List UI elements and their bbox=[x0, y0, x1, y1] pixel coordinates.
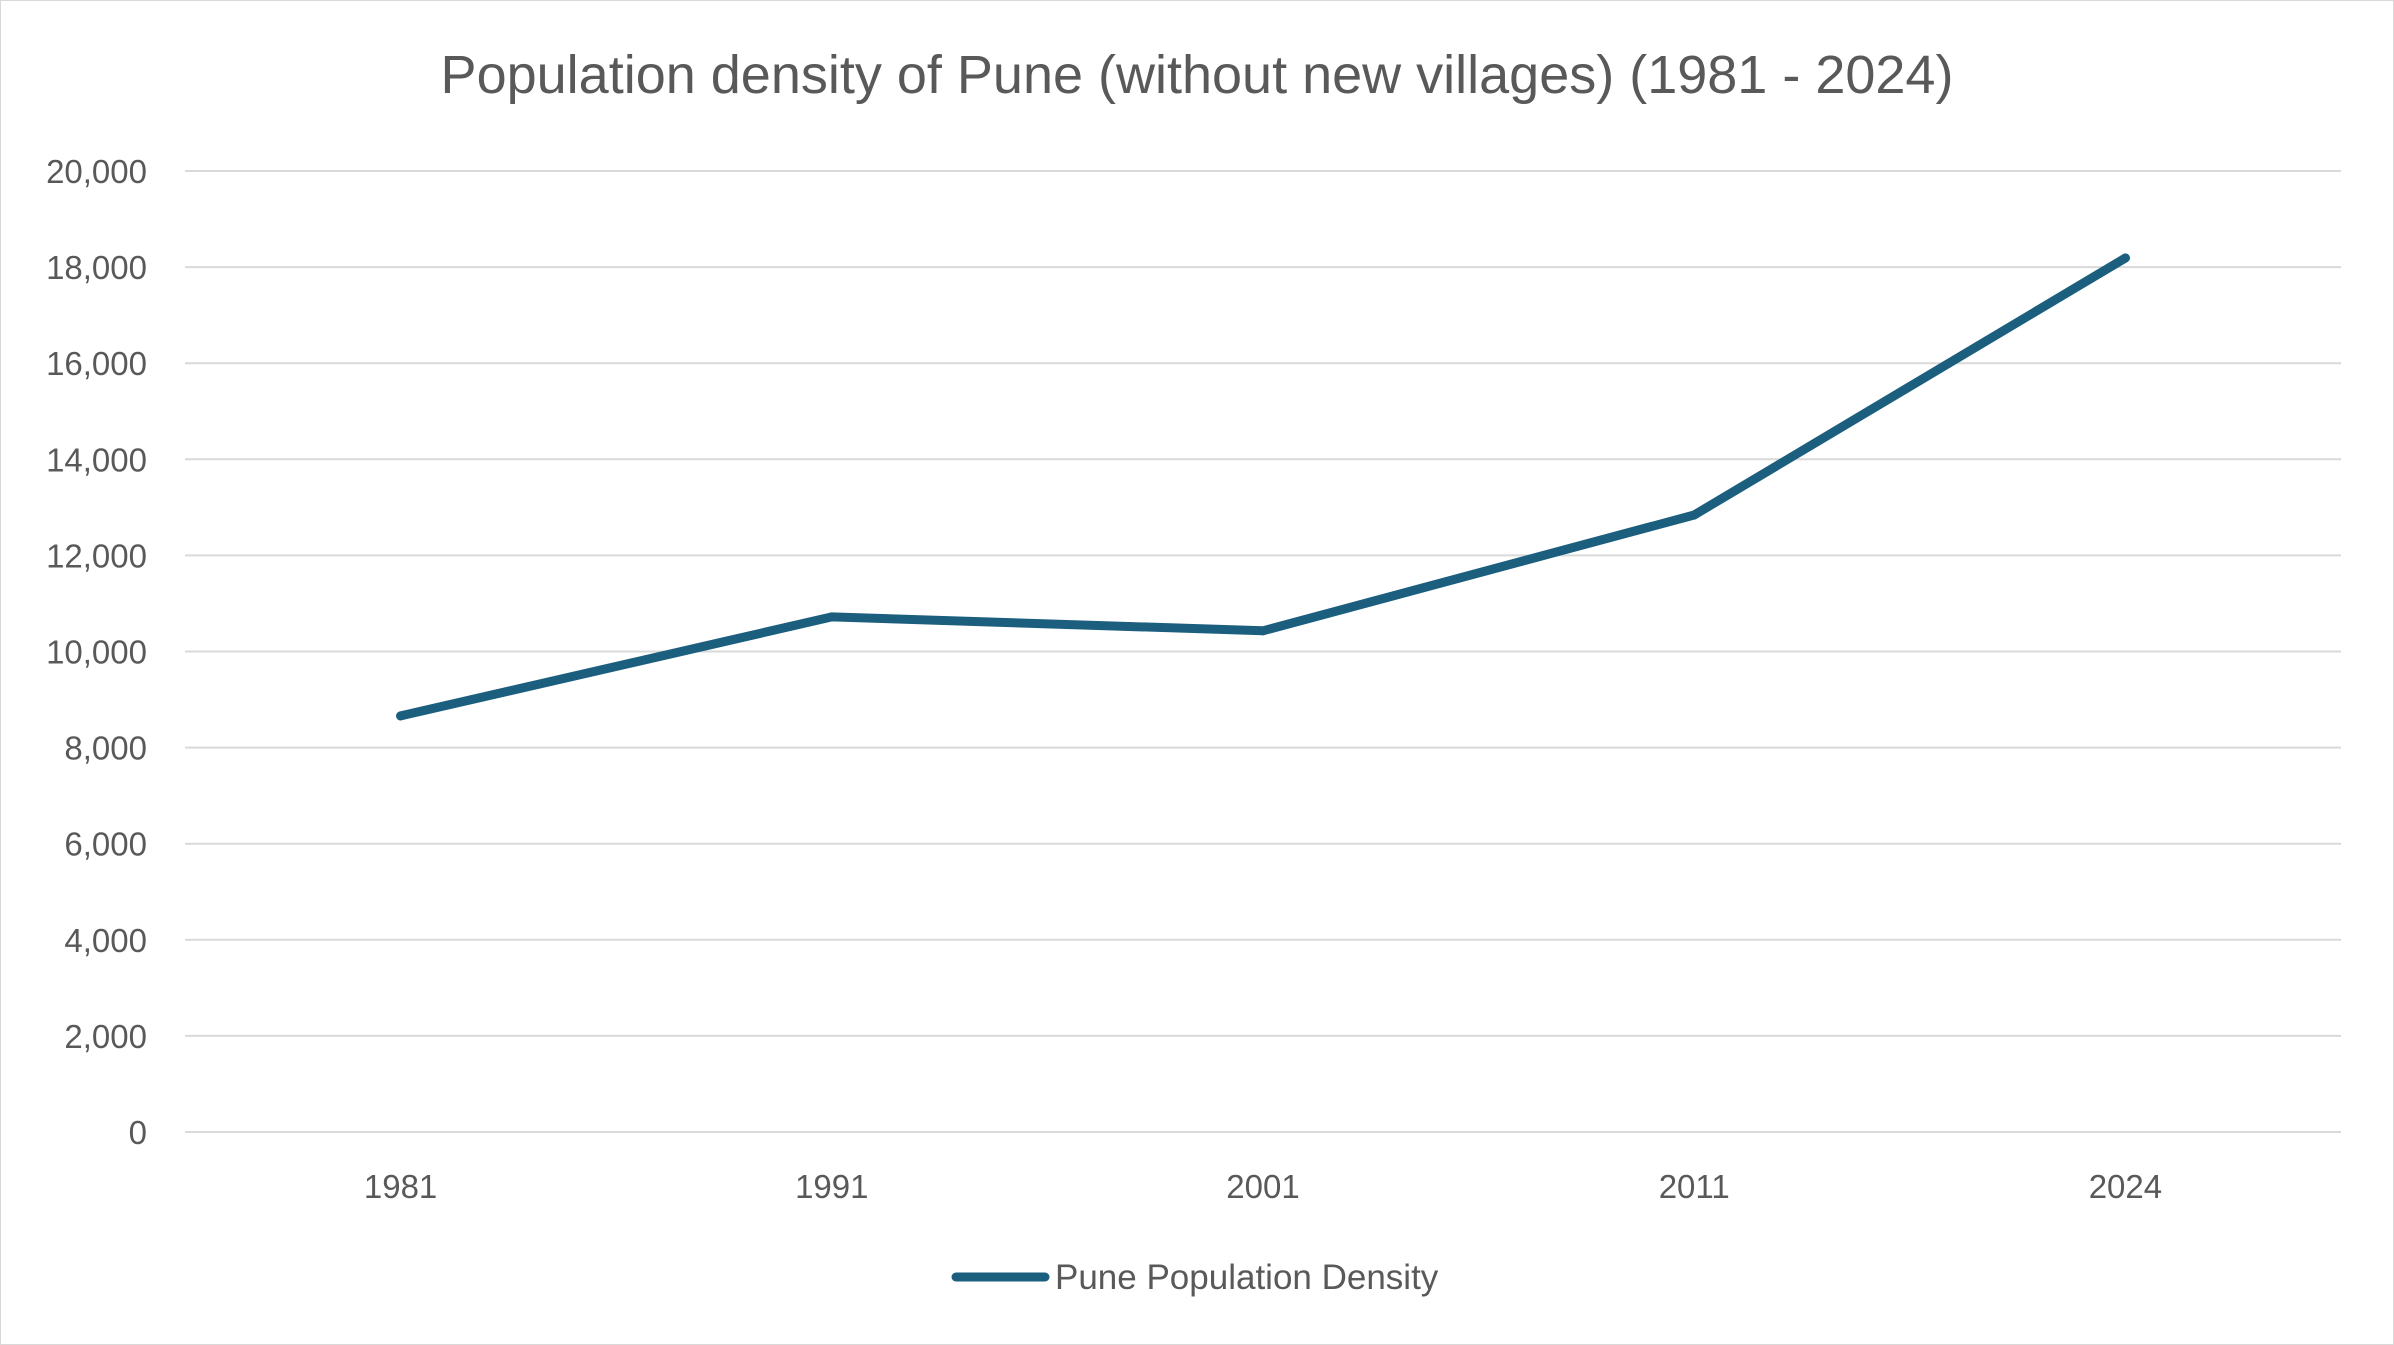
x-axis-ticks: 1981 1991 2001 2011 2024 bbox=[364, 1168, 2162, 1205]
y-axis-ticks: 0 2,000 4,000 6,000 8,000 10,000 12,000 14,000 1… bbox=[46, 153, 147, 1151]
x-tick-label: 2001 bbox=[1226, 1168, 1299, 1205]
x-tick-label: 2024 bbox=[2089, 1168, 2162, 1205]
legend: Pune Population Density bbox=[951, 1258, 1439, 1297]
data-point bbox=[1258, 626, 1268, 636]
x-tick-label: 1991 bbox=[795, 1168, 868, 1205]
y-tick-label: 18,000 bbox=[46, 249, 147, 286]
y-tick-label: 12,000 bbox=[46, 537, 147, 574]
gridlines bbox=[185, 170, 2341, 1133]
data-point bbox=[827, 612, 837, 622]
x-tick-label: 1981 bbox=[364, 1168, 437, 1205]
y-tick-label: 14,000 bbox=[46, 441, 147, 478]
data-point bbox=[396, 711, 406, 721]
y-tick-label: 16,000 bbox=[46, 345, 147, 382]
y-tick-label: 2,000 bbox=[64, 1018, 147, 1055]
chart-title: Population density of Pune (without new … bbox=[441, 45, 1954, 105]
y-tick-label: 8,000 bbox=[64, 730, 147, 767]
y-tick-label: 20,000 bbox=[46, 153, 147, 190]
series-line-0 bbox=[396, 253, 2130, 721]
y-tick-label: 6,000 bbox=[64, 826, 147, 863]
data-point bbox=[1689, 510, 1699, 520]
data-point bbox=[2120, 253, 2130, 263]
series-layer bbox=[396, 253, 2130, 721]
y-tick-label: 10,000 bbox=[46, 634, 147, 671]
y-tick-label: 0 bbox=[129, 1114, 147, 1151]
legend-label: Pune Population Density bbox=[1055, 1258, 1439, 1297]
x-tick-label: 2011 bbox=[1659, 1168, 1730, 1205]
y-tick-label: 4,000 bbox=[64, 922, 147, 959]
